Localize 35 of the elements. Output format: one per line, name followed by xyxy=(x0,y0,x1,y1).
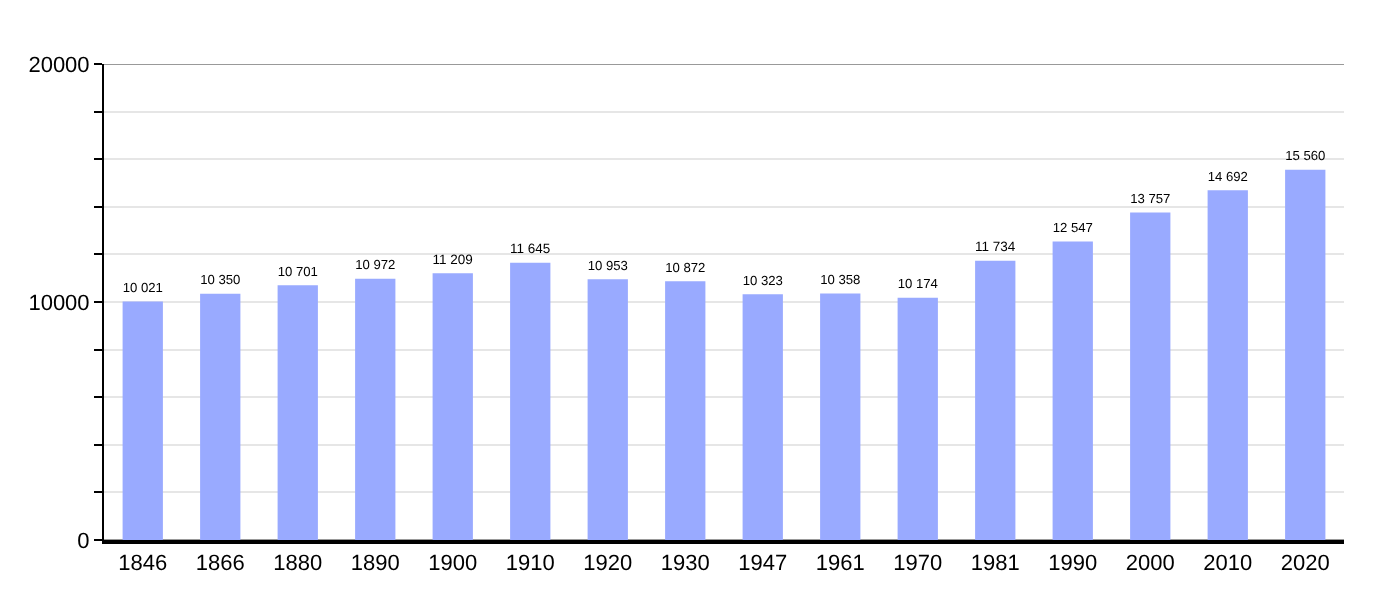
x-tick-label: 1990 xyxy=(1048,552,1098,577)
x-tick-label: 1947 xyxy=(738,552,788,577)
x-tick-label: 1930 xyxy=(660,552,710,577)
x-tick-label: 2020 xyxy=(1280,552,1330,577)
bar xyxy=(1207,190,1248,540)
bar xyxy=(587,279,628,540)
x-tick-label: 1900 xyxy=(428,552,478,577)
bar xyxy=(1130,212,1171,540)
bar xyxy=(897,297,938,540)
x-tick-label: 1981 xyxy=(970,552,1020,577)
x-tick-label: 1890 xyxy=(350,552,400,577)
x-tick-label: 1961 xyxy=(815,552,865,577)
bar xyxy=(122,301,163,540)
bar xyxy=(975,260,1016,540)
bar xyxy=(742,294,783,540)
x-tick-label: 2000 xyxy=(1125,552,1175,577)
bar xyxy=(510,262,551,540)
bar xyxy=(1285,169,1326,540)
bar xyxy=(277,285,318,540)
bar xyxy=(355,278,396,540)
bar xyxy=(1052,241,1093,540)
bar xyxy=(200,293,241,540)
x-tick-label: 1846 xyxy=(118,552,168,577)
y-tick-label: 20000 xyxy=(28,53,90,78)
x-tick-label: 1910 xyxy=(505,552,555,577)
x-tick-label: 2010 xyxy=(1203,552,1253,577)
bar xyxy=(820,293,861,540)
bar xyxy=(432,273,473,540)
bar xyxy=(665,281,706,540)
y-tick-label: 0 xyxy=(77,529,90,554)
x-tick-label: 1866 xyxy=(195,552,245,577)
x-tick-label: 1880 xyxy=(273,552,323,577)
x-tick-label: 1970 xyxy=(893,552,943,577)
x-tick-label: 1920 xyxy=(583,552,633,577)
y-tick-label: 10000 xyxy=(28,291,90,316)
